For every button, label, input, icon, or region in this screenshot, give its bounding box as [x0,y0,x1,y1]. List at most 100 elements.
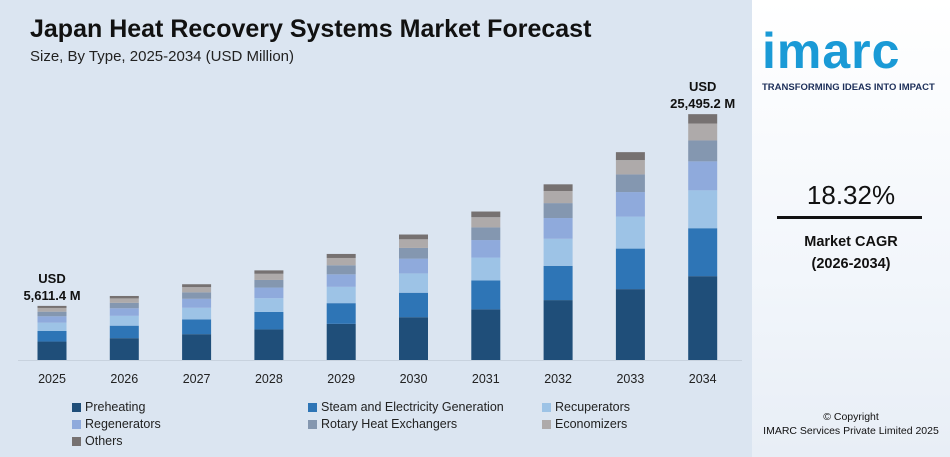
bar-segment-2026-2 [109,315,139,326]
bar-segment-2033-2 [615,216,645,249]
bar-segment-2034-5 [688,123,718,141]
x-tick-label: 2027 [183,372,211,386]
total-label-value: 25,495.2 M [670,96,735,111]
x-tick-label: 2025 [38,372,66,386]
bar-segment-2032-4 [543,203,573,219]
x-tick-label: 2028 [255,372,283,386]
bar-segment-2031-3 [471,240,501,258]
x-tick-label: 2026 [110,372,138,386]
bar-segment-2030-6 [399,234,428,240]
bar-segment-2031-5 [471,217,501,228]
x-tick-label: 2031 [472,372,500,386]
chart-title: Japan Heat Recovery Systems Market Forec… [30,15,592,43]
legend-item: Rotary Heat Exchangers [308,417,457,432]
x-tick-label: 2033 [616,372,644,386]
bar-segment-2032-1 [543,265,573,301]
bar-segment-2030-0 [399,317,428,360]
legend-item: Regenerators [72,417,161,432]
bar-segment-2031-4 [471,227,501,241]
bar-segment-2026-4 [109,302,139,309]
bar-segment-2029-1 [326,303,356,324]
bar-segment-2025-3 [37,316,67,323]
bar-segment-2032-2 [543,238,573,266]
legend-item: Preheating [72,400,145,415]
bar-segment-2025-0 [37,341,67,360]
legend-label: Others [85,434,123,448]
chart-subtitle: Size, By Type, 2025-2034 (USD Million) [30,48,295,65]
chart-panel: Japan Heat Recovery Systems Market Forec… [18,15,742,449]
x-tick-label: 2029 [327,372,355,386]
bar-segment-2032-5 [543,190,573,204]
bar-segment-2034-4 [688,140,718,162]
bar-segment-2032-3 [543,218,573,239]
bar-segment-2026-6 [109,295,139,299]
total-label-currency: USD [38,271,65,286]
bar-segment-2026-5 [109,298,139,303]
bar-segment-2030-5 [399,239,428,248]
bar-segment-2026-3 [109,308,139,316]
copyright: © Copyright [823,411,879,423]
cagr-label-block: Market CAGR (2026-2034) [752,231,950,275]
total-label-value: 5,611.4 M [23,288,80,303]
legend-item: Others [72,434,123,449]
bar-segment-2034-6 [688,114,718,124]
bar-segment-2032-0 [543,300,573,360]
bar-segment-2027-6 [182,284,212,288]
bar-segment-2025-5 [37,307,67,312]
bar-segment-2031-6 [471,211,501,218]
bar-segment-2029-3 [326,274,356,287]
legend-swatch [542,420,551,429]
bar-segment-2028-4 [254,279,284,288]
bar-segment-2033-5 [615,160,645,175]
bar-segment-2027-3 [182,298,212,308]
legend-label: Rotary Heat Exchangers [321,417,458,431]
legend-label: Regenerators [85,417,161,431]
cagr-value: 18.32% [806,180,896,210]
bar-segment-2028-3 [254,287,284,299]
bar-segment-2025-1 [37,331,67,342]
legend-label: Steam and Electricity Generation [321,400,504,414]
bar-segment-2031-0 [471,309,501,360]
company-name: IMARC Services Private Limited 2025 [763,425,939,437]
bar-segment-2034-0 [688,276,718,360]
bar-segment-2033-1 [615,248,645,290]
x-tick-label: 2030 [400,372,428,386]
side-panel: imarc TRANSFORMING IDEAS INTO IMPACT 18.… [752,0,950,457]
bar-segment-2034-3 [688,161,718,191]
bar-segment-2033-6 [615,152,645,161]
legend-label: Recuperators [555,400,631,414]
tagline: TRANSFORMING IDEAS INTO IMPACT [762,82,935,93]
legend-swatch [308,403,317,412]
legend-item: Economizers [542,417,627,432]
bar-segment-2027-5 [182,287,212,293]
bar-segment-2025-6 [37,305,67,308]
bar-segment-2033-3 [615,192,645,217]
bar-segment-2028-2 [254,298,284,312]
bar-segment-2026-0 [109,338,139,360]
bar-segment-2033-4 [615,174,645,193]
stacked-bar-chart: 2025 2026 2027 2028 2029 2030 2031 2032 2033 2034… [18,79,742,386]
bar-segment-2027-4 [182,292,212,299]
bar-segment-2025-4 [37,311,67,317]
cagr-period: (2026-2034) [811,256,891,272]
bar-segment-2028-1 [254,311,284,330]
bar-segment-2028-5 [254,273,284,280]
bar-segment-2027-1 [182,319,212,335]
bar-segment-2028-0 [254,329,284,360]
bar-segment-2025-2 [37,322,67,332]
legend-label: Preheating [85,400,146,414]
x-tick-label: 2034 [689,372,717,386]
bar-segment-2031-2 [471,257,501,281]
bar-segment-2029-5 [326,257,356,266]
legend-swatch [72,420,81,429]
bar-segment-2028-6 [254,270,284,274]
bar-segment-2034-2 [688,190,718,229]
legend-swatch [308,420,317,429]
x-tick-label: 2032 [544,372,572,386]
bar-segment-2029-6 [326,253,356,258]
legend-item: Steam and Electricity Generation [308,400,504,415]
bar-segment-2027-0 [182,334,212,360]
bar-segment-2030-1 [399,292,428,318]
legend-swatch [72,437,81,446]
bar-segment-2029-2 [326,286,356,304]
